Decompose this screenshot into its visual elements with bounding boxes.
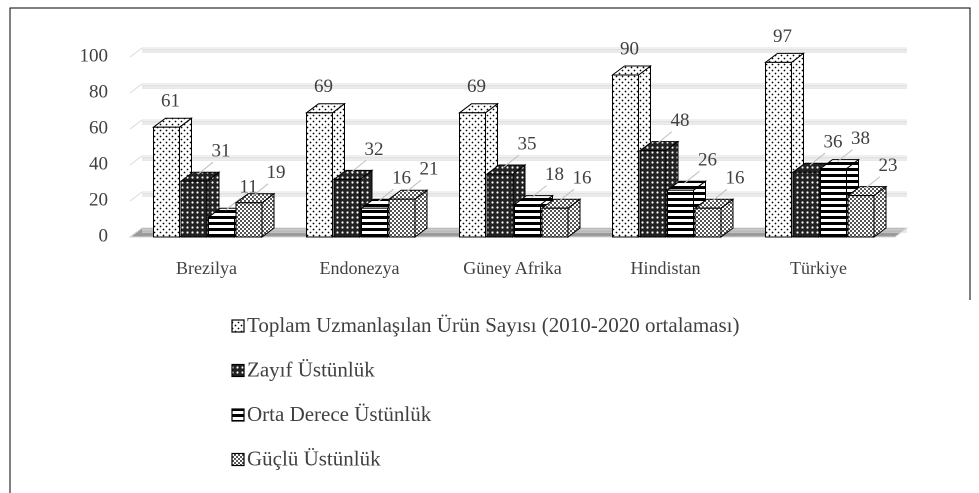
leader-line [558,188,575,202]
leader-line [405,179,422,193]
data-label: 61 [161,91,180,112]
bar [667,189,694,238]
leader-line [711,188,728,202]
legend-swatch [231,363,245,378]
x-tick-label: Hindistan [631,258,701,278]
leader-line [531,185,547,198]
leader-line [809,152,826,166]
legend-label: Toplam Uzmanlaşılan Ürün Sayısı (2010-20… [247,313,740,337]
bar [361,207,388,238]
bar [792,171,820,238]
data-label: 48 [671,110,690,131]
frame [9,7,971,493]
data-label: 18 [545,164,564,185]
leader-line [197,161,214,175]
data-label: 31 [212,141,231,162]
bar [388,198,416,238]
x-tick-label: Endonezya [320,258,400,278]
data-label: 16 [392,168,411,189]
bar [333,178,361,238]
bar [306,112,333,238]
data-label: 90 [620,38,639,59]
leader-line [252,183,269,197]
leader-line [656,131,673,144]
leader-line [225,197,241,211]
legend-label: Orta Derece Üstünlük [247,402,432,426]
y-tick-label: 60 [89,117,108,138]
leader-line [684,170,700,184]
y-tick-label: 80 [89,81,108,102]
legend-swatch [231,452,245,467]
bar [486,173,514,238]
data-label: 69 [314,76,333,97]
legend-swatch [231,408,245,422]
bar [153,126,180,238]
legend-label: Zayıf Üstünlük [247,357,375,381]
data-label: 26 [698,150,717,171]
leader-line [378,188,394,202]
bar [820,168,847,238]
bar [180,180,208,238]
grid-line [129,119,143,130]
bar [639,150,667,238]
bar [765,61,792,238]
data-label: 16 [573,168,592,189]
data-label: 97 [773,26,792,47]
x-tick-label: Brezilya [176,258,237,278]
grid-line [129,227,143,238]
bar [541,207,569,238]
bar [612,74,639,238]
data-label: 16 [726,168,745,189]
data-label: 35 [518,133,537,154]
y-tick-label: 0 [99,225,109,246]
grid-line [129,83,143,94]
bar [459,112,486,238]
data-label: 69 [467,76,486,97]
leader-line [503,154,520,168]
leader-line [350,160,367,173]
bar [208,216,235,238]
bar [847,195,875,238]
leader-line [837,149,853,162]
bar [235,202,263,238]
data-label: 11 [239,177,257,198]
data-label: 19 [267,162,286,183]
legend-swatch [231,319,245,333]
y-tick-label: 40 [89,153,108,174]
y-tick-label: 100 [80,45,109,66]
data-label: 36 [824,132,843,153]
grid-line [129,191,143,202]
data-label: 38 [851,128,870,149]
grid-line [129,155,143,166]
bar [514,204,541,238]
data-label: 23 [879,155,898,176]
x-tick-label: Türkiye [790,258,847,278]
y-tick-label: 20 [89,189,108,210]
data-label: 32 [365,139,384,160]
bar [694,207,722,238]
data-label: 21 [420,159,439,180]
legend-label: Güçlü Üstünlük [247,446,381,470]
grid-line [129,47,143,58]
leader-line [864,176,881,189]
x-tick-label: Güney Afrika [463,258,561,278]
